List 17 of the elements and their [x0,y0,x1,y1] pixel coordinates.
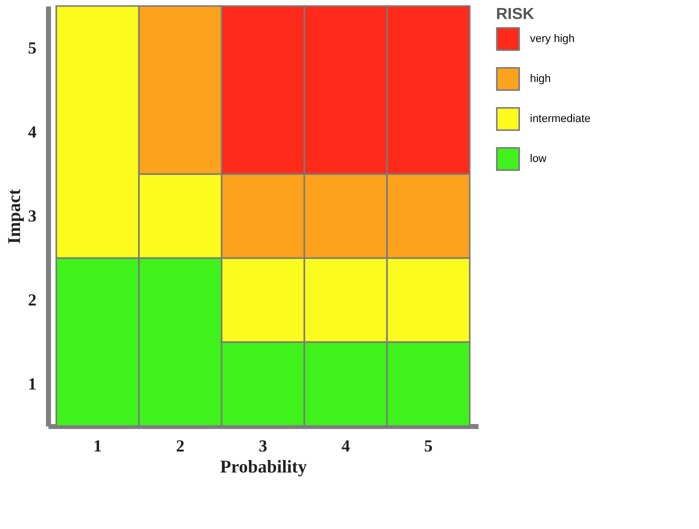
y-tick-label: 4 [28,122,37,142]
x-tick-label: 1 [93,436,102,456]
y-tick-label: 5 [28,38,36,58]
legend-label: low [530,153,547,165]
y-axis-title: Impact [4,189,24,244]
y-tick-label: 3 [28,206,36,226]
y-tick-label: 1 [28,374,36,394]
x-tick-label: 3 [258,436,268,456]
x-tick-label: 5 [424,436,433,456]
y-tick-label: 2 [28,290,36,310]
legend-label: intermediate [530,113,591,125]
x-tick-label: 2 [176,436,185,456]
x-tick-label: 4 [341,436,350,456]
legend-label: high [530,73,551,85]
legend-label: very high [530,33,575,45]
legend-title: RISK [496,6,535,23]
x-axis-title: Probability [220,456,307,476]
